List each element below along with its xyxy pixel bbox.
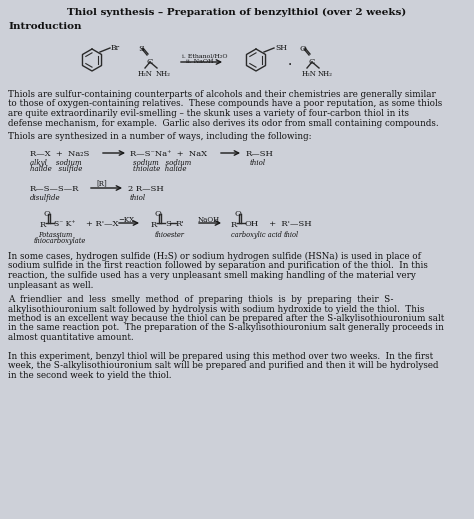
Text: almost quantitative amount.: almost quantitative amount.	[8, 333, 134, 342]
Text: R—SH: R—SH	[246, 150, 274, 158]
Text: in the second week to yield the thiol.: in the second week to yield the thiol.	[8, 371, 172, 380]
Text: 2 R—SH: 2 R—SH	[128, 185, 164, 193]
Text: R—S—S—R: R—S—S—R	[30, 185, 79, 193]
Text: [R]: [R]	[96, 179, 107, 187]
Text: H₂N: H₂N	[138, 70, 153, 78]
Text: ii. NaOH: ii. NaOH	[186, 59, 213, 64]
Text: S: S	[138, 45, 144, 53]
Text: NH₂: NH₂	[318, 70, 333, 78]
Text: alkylisothiouronium salt followed by hydrolysis with sodium hydroxide to yield t: alkylisothiouronium salt followed by hyd…	[8, 305, 424, 313]
Text: + R'—X: + R'—X	[86, 220, 118, 228]
Text: disulfide: disulfide	[30, 194, 61, 202]
Text: Thiols are sulfur-containing counterparts of alcohols and their chemistries are : Thiols are sulfur-containing counterpart…	[8, 90, 436, 99]
Text: ·: ·	[288, 58, 292, 72]
Text: O: O	[235, 210, 242, 218]
Text: O: O	[300, 45, 307, 53]
Text: H₂N: H₂N	[302, 70, 317, 78]
Text: SH: SH	[275, 44, 287, 52]
Text: Potassium: Potassium	[38, 231, 72, 239]
Text: S⁻ K⁺: S⁻ K⁺	[54, 220, 75, 228]
Text: R: R	[40, 221, 46, 229]
Text: Introduction: Introduction	[8, 22, 82, 31]
Text: C: C	[309, 58, 315, 66]
Text: sodium sulfide in the first reaction followed by separation and purification of : sodium sulfide in the first reaction fol…	[8, 262, 428, 270]
Text: In some cases, hydrogen sulfide (H₂S) or sodium hydrogen sulfide (HSNa) is used : In some cases, hydrogen sulfide (H₂S) or…	[8, 252, 421, 261]
Text: thiol: thiol	[130, 194, 146, 202]
Text: C: C	[147, 58, 154, 66]
Text: defense mechanism, for example.  Garlic also derives its odor from small contain: defense mechanism, for example. Garlic a…	[8, 118, 438, 128]
Text: i. Ethanol/H₂O: i. Ethanol/H₂O	[182, 53, 228, 58]
Text: unpleasant as well.: unpleasant as well.	[8, 280, 93, 290]
Text: Thiol synthesis – Preparation of benzylthiol (over 2 weeks): Thiol synthesis – Preparation of benzylt…	[67, 8, 407, 17]
Text: method is an excellent way because the thiol can be prepared after the S-alkylis: method is an excellent way because the t…	[8, 314, 444, 323]
Text: week, the S-alkylisothiouronium salt will be prepared and purified and then it w: week, the S-alkylisothiouronium salt wil…	[8, 362, 438, 371]
Text: to those of oxygen-containing relatives.  These compounds have a poor reputation: to those of oxygen-containing relatives.…	[8, 100, 442, 108]
Text: carboxylic acid: carboxylic acid	[231, 231, 282, 239]
Text: sodium   sodium: sodium sodium	[133, 159, 191, 167]
Text: A  friendlier  and  less  smelly  method  of  preparing  thiols  is  by  prepari: A friendlier and less smelly method of p…	[8, 295, 393, 304]
Text: thiolate  halide: thiolate halide	[133, 165, 186, 173]
Text: NaOH: NaOH	[198, 216, 220, 224]
Text: R—S⁻Na⁺  +  NaX: R—S⁻Na⁺ + NaX	[130, 150, 207, 158]
Text: R: R	[151, 221, 157, 229]
Text: −KX: −KX	[118, 216, 134, 224]
Text: O: O	[44, 210, 51, 218]
Text: thiol: thiol	[284, 231, 299, 239]
Text: In this experiment, benzyl thiol will be prepared using this method over two wee: In this experiment, benzyl thiol will be…	[8, 352, 433, 361]
Text: thioester: thioester	[155, 231, 185, 239]
Text: reaction, the sulfide used has a very unpleasant smell making handling of the ma: reaction, the sulfide used has a very un…	[8, 271, 416, 280]
Text: R': R'	[176, 220, 185, 228]
Text: O: O	[155, 210, 162, 218]
Text: Thiols are synthesized in a number of ways, including the following:: Thiols are synthesized in a number of wa…	[8, 132, 311, 141]
Text: halide   sulfide: halide sulfide	[30, 165, 82, 173]
Text: NH₂: NH₂	[156, 70, 171, 78]
Text: thiocarboxylate: thiocarboxylate	[34, 237, 86, 245]
Text: +  R'—SH: + R'—SH	[264, 220, 311, 228]
Text: OH: OH	[245, 220, 259, 228]
Text: in the same reaction pot.  The preparation of the S-alkylisothiouronium salt gen: in the same reaction pot. The preparatio…	[8, 323, 444, 333]
Text: are quite extraordinarily evil-smelling – the skunk uses a variety of four-carbo: are quite extraordinarily evil-smelling …	[8, 109, 409, 118]
Text: R—X  +  Na₂S: R—X + Na₂S	[30, 150, 90, 158]
Text: Br: Br	[111, 44, 120, 52]
Text: R: R	[231, 221, 237, 229]
Text: S: S	[165, 220, 171, 228]
Text: thiol: thiol	[250, 159, 266, 167]
Text: alkyl    sodium: alkyl sodium	[30, 159, 82, 167]
